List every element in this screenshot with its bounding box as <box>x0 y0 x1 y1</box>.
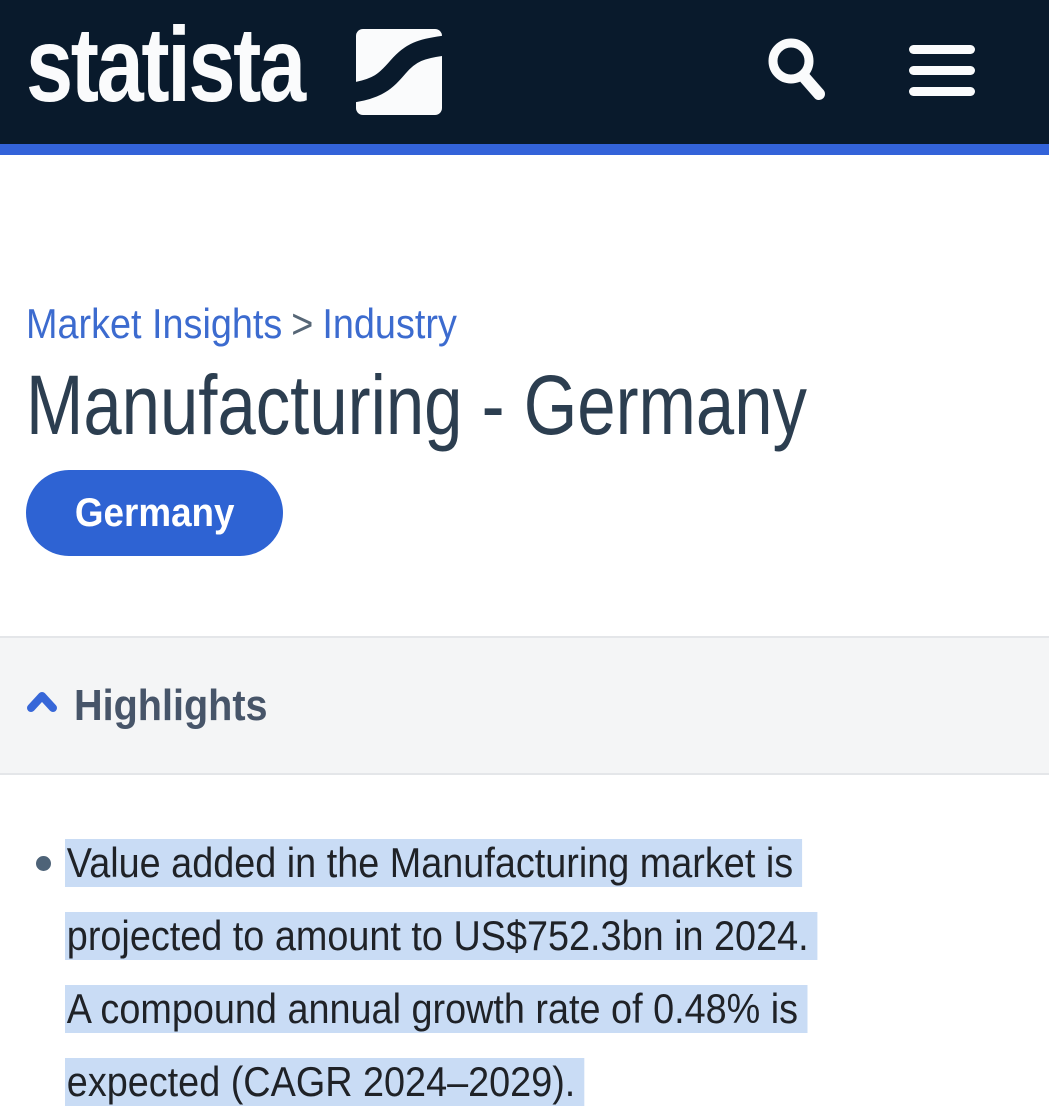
selected-text: A compound annual growth rate of 0.48% i… <box>65 985 808 1033</box>
page-content: Market Insights > Industry Manufacturing -… <box>0 300 1049 1116</box>
highlights-section-title: Highlights <box>74 680 268 730</box>
statista-logo-mark-icon <box>356 29 442 115</box>
highlight-bullet-item: Value added in the Manufacturing market … <box>26 839 1023 1116</box>
search-button[interactable] <box>757 31 833 114</box>
highlight-line: Value added in the Manufacturing market … <box>65 839 901 897</box>
country-tag-germany[interactable]: Germany <box>26 470 284 556</box>
highlight-line: projected to amount to US$752.3bn in 202… <box>65 912 901 970</box>
chevron-up-icon[interactable] <box>26 689 58 722</box>
country-tag-label: Germany <box>74 490 235 535</box>
breadcrumb-separator: > <box>291 300 314 347</box>
statista-logo[interactable]: statista <box>26 6 442 124</box>
page-title: Manufacturing - Germany <box>26 358 807 452</box>
highlight-line: A compound annual growth rate of 0.48% i… <box>65 985 901 1043</box>
highlight-line: expected (CAGR 2024–2029). <box>65 1058 901 1116</box>
highlights-section-toggle[interactable]: Highlights <box>0 636 1049 775</box>
bullet-dot <box>36 856 51 871</box>
menu-icon <box>909 44 975 100</box>
search-icon <box>757 31 833 114</box>
selected-text: expected (CAGR 2024–2029). <box>65 1058 585 1106</box>
selected-text: projected to amount to US$752.3bn in 202… <box>65 912 818 960</box>
menu-button[interactable] <box>909 44 975 100</box>
breadcrumb: Market Insights > Industry <box>26 300 923 348</box>
header-accent-line <box>0 144 1049 155</box>
highlight-text-block: Value added in the Manufacturing market … <box>65 839 901 1116</box>
breadcrumb-link-market-insights[interactable]: Market Insights <box>26 300 283 347</box>
statista-logotype: statista <box>26 6 306 124</box>
selected-text: Value added in the Manufacturing market … <box>65 839 803 887</box>
breadcrumb-link-industry[interactable]: Industry <box>322 300 457 347</box>
top-nav: statista <box>0 0 1049 144</box>
